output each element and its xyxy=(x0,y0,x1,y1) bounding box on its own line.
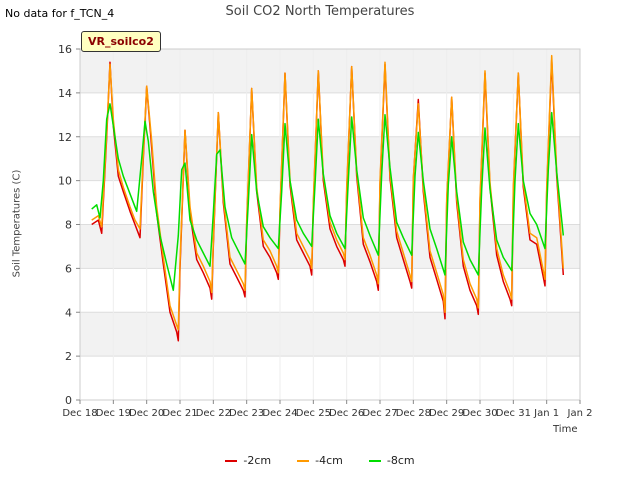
no-data-notice: No data for f_TCN_4 xyxy=(5,7,115,20)
x-tick-label: Dec 20 xyxy=(129,408,164,419)
x-tick-label: Dec 25 xyxy=(296,408,331,419)
legend-label-2cm: -2cm xyxy=(243,454,272,467)
x-tick-label: Dec 29 xyxy=(429,408,464,419)
site-tag: VR_soilco2 xyxy=(81,31,161,52)
y-tick-label: 10 xyxy=(58,175,72,188)
x-tick-label: Dec 30 xyxy=(462,408,497,419)
grid-band xyxy=(80,136,580,181)
legend-label-4cm: -4cm xyxy=(315,454,343,467)
x-tick-label: Dec 22 xyxy=(196,408,231,419)
legend-swatch-8cm xyxy=(368,459,381,462)
y-tick-label: 2 xyxy=(65,350,72,363)
x-tick-label: Dec 28 xyxy=(396,408,431,419)
legend-item-8cm: -8cm xyxy=(368,454,415,467)
legend-label-8cm: -8cm xyxy=(386,454,415,467)
y-tick-label: 12 xyxy=(58,131,72,144)
y-tick-label: 6 xyxy=(65,262,72,275)
series-line-4cm xyxy=(91,54,565,331)
x-tick-label: Dec 31 xyxy=(496,408,531,419)
x-tick-label: Jan 2 xyxy=(567,408,593,419)
y-tick-label: 4 xyxy=(65,306,72,319)
series-lines xyxy=(91,54,565,342)
legend-swatch-4cm xyxy=(297,459,310,462)
legend-item-2cm: -2cm xyxy=(225,454,271,467)
y-axis-label: Soil Temperatures (C) xyxy=(11,169,23,278)
y-tick-label: 14 xyxy=(58,87,72,100)
series-line-8cm xyxy=(91,103,565,292)
legend-item-4cm: -4cm xyxy=(297,454,343,467)
x-tick-label: Dec 18 xyxy=(62,408,97,419)
chart-title: Soil CO2 North Temperatures xyxy=(225,4,415,19)
x-tick-label: Dec 19 xyxy=(96,408,131,419)
x-tick-label: Dec 21 xyxy=(162,408,197,419)
legend-swatch-2cm xyxy=(225,459,238,462)
x-tick-label: Dec 26 xyxy=(329,408,364,419)
y-tick-label: 0 xyxy=(65,394,72,407)
x-tick-label: Dec 27 xyxy=(362,408,397,419)
grid-band xyxy=(80,312,580,357)
x-axis-label: Time xyxy=(553,424,578,435)
legend: -2cm -4cm -8cm xyxy=(0,454,640,467)
grid-band xyxy=(80,49,580,93)
x-tick-label: Dec 24 xyxy=(262,408,297,419)
grid-band xyxy=(80,224,580,269)
y-tick-label: 8 xyxy=(65,219,72,232)
y-tick-label: 16 xyxy=(58,43,72,56)
x-tick-label: Dec 23 xyxy=(229,408,264,419)
y-axis-ticks: 0 2 4 6 8 10 12 14 16 xyxy=(58,43,80,407)
x-tick-label: Jan 1 xyxy=(533,408,559,419)
